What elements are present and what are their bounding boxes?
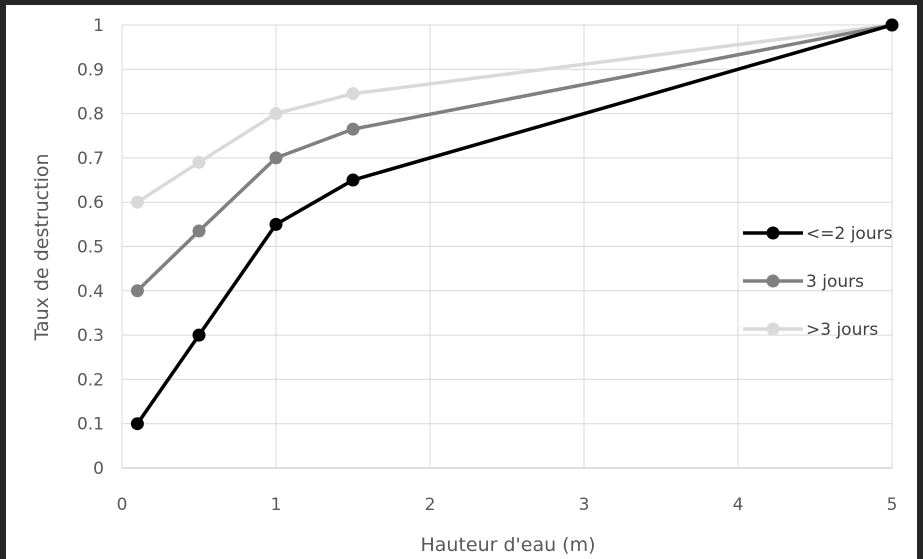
y-tick-label: 0.7 (77, 149, 104, 169)
legend-marker (766, 274, 780, 288)
x-tick-label: 4 (733, 495, 744, 515)
data-point (192, 328, 206, 342)
y-tick-label: 1 (93, 16, 104, 36)
chart-frame: 0 0.1 0.2 0.3 0.4 0.5 0.6 0.7 0.8 0.9 1 0 1 2 3 4 5 <=2… (6, 5, 917, 559)
data-point (269, 107, 283, 121)
data-point (269, 217, 283, 231)
legend-marker (766, 322, 780, 336)
data-point (192, 224, 206, 238)
y-tick-label: 0.5 (77, 238, 104, 258)
line-chart: 0 0.1 0.2 0.3 0.4 0.5 0.6 0.7 0.8 0.9 1 0 1 2 3 4 5 <=2… (31, 16, 899, 556)
y-tick-label: 0.8 (77, 105, 104, 125)
legend-label: 3 jours (806, 272, 864, 292)
legend: <=2 jours 3 jours >3 jours (743, 224, 893, 340)
x-axis-tick-labels: 0 1 2 3 4 5 (117, 495, 898, 515)
y-tick-label: 0.2 (77, 370, 104, 390)
y-tick-label: 0.1 (77, 415, 104, 435)
legend-label: >3 jours (806, 320, 878, 340)
data-point (885, 18, 899, 32)
data-point (130, 284, 144, 298)
x-tick-label: 1 (271, 495, 282, 515)
y-axis-tick-labels: 0 0.1 0.2 0.3 0.4 0.5 0.6 0.7 0.8 0.9 1 (77, 16, 104, 479)
data-point (346, 122, 360, 136)
data-point (192, 155, 206, 169)
x-tick-label: 5 (887, 495, 898, 515)
y-tick-label: 0 (93, 459, 104, 479)
series-line (135, 23, 893, 425)
x-tick-label: 2 (425, 495, 436, 515)
y-axis-title: Taux de destruction (31, 153, 53, 341)
series-lines (130, 18, 899, 431)
gridlines (121, 24, 893, 469)
data-point (130, 417, 144, 431)
x-tick-label: 0 (117, 495, 128, 515)
y-tick-label: 0.6 (77, 193, 104, 213)
data-point (269, 151, 283, 165)
x-tick-label: 3 (579, 495, 590, 515)
x-axis-title: Hauteur d'eau (m) (420, 534, 595, 556)
legend-label: <=2 jours (806, 224, 893, 244)
y-tick-label: 0.3 (77, 326, 104, 346)
legend-marker (766, 226, 780, 240)
y-tick-label: 0.9 (77, 60, 104, 80)
data-point (346, 87, 360, 101)
y-tick-label: 0.4 (77, 282, 104, 302)
data-point (130, 195, 144, 209)
data-point (346, 173, 360, 187)
